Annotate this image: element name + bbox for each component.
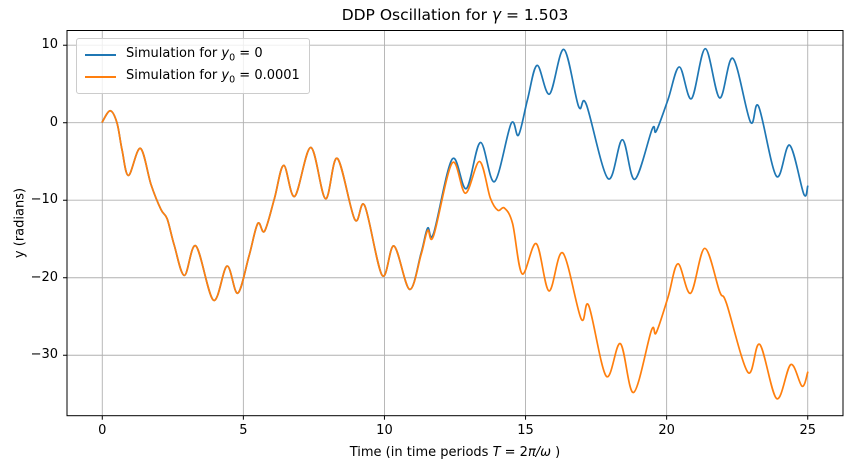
legend-line-sample-orange: [85, 76, 116, 78]
series-line-1: [101, 109, 809, 400]
x-tick-label-25: 25: [799, 423, 816, 438]
title-suffix: = 1.503: [501, 6, 569, 24]
axes-spines: [66, 30, 844, 417]
legend: Simulation for y0 = 0 Simulation for y0 …: [76, 38, 310, 94]
y-tick-label-0: 0: [49, 114, 58, 130]
chart-title: DDP Oscillation for γ = 1.503: [67, 5, 843, 25]
legend-item-y0-0001: Simulation for y0 = 0.0001: [85, 66, 300, 88]
x-tick-label-15: 15: [517, 423, 534, 438]
xlabel-prefix: Time (in time periods: [349, 445, 493, 460]
legend-line-sample-blue: [85, 54, 116, 56]
xlabel-T-symbol: T: [492, 445, 501, 460]
xlabel-suffix: ): [551, 445, 561, 460]
x-tick-label-5: 5: [239, 423, 248, 438]
legend-item-y0-0: Simulation for y0 = 0: [85, 44, 300, 66]
y-tick-label-−10: −10: [30, 192, 58, 208]
x-tick-label-0: 0: [98, 423, 107, 438]
y-tick-label-−30: −30: [30, 347, 58, 363]
x-tick-label-20: 20: [658, 423, 675, 438]
legend-label: Simulation for y0 = 0.0001: [126, 68, 300, 86]
title-prefix: DDP Oscillation for: [341, 6, 492, 24]
title-gamma-symbol: γ: [491, 6, 502, 24]
x-tick-label-10: 10: [376, 423, 393, 438]
legend-label: Simulation for y0 = 0: [126, 46, 263, 64]
y-tick-label-10: 10: [41, 37, 58, 53]
xlabel-pi-omega-symbol: π/ω: [527, 445, 552, 460]
xlabel-mid: = 2: [500, 445, 528, 460]
y-tick-label-−20: −20: [30, 269, 58, 285]
x-axis-label: Time (in time periods T = 2π/ω ): [67, 445, 843, 460]
